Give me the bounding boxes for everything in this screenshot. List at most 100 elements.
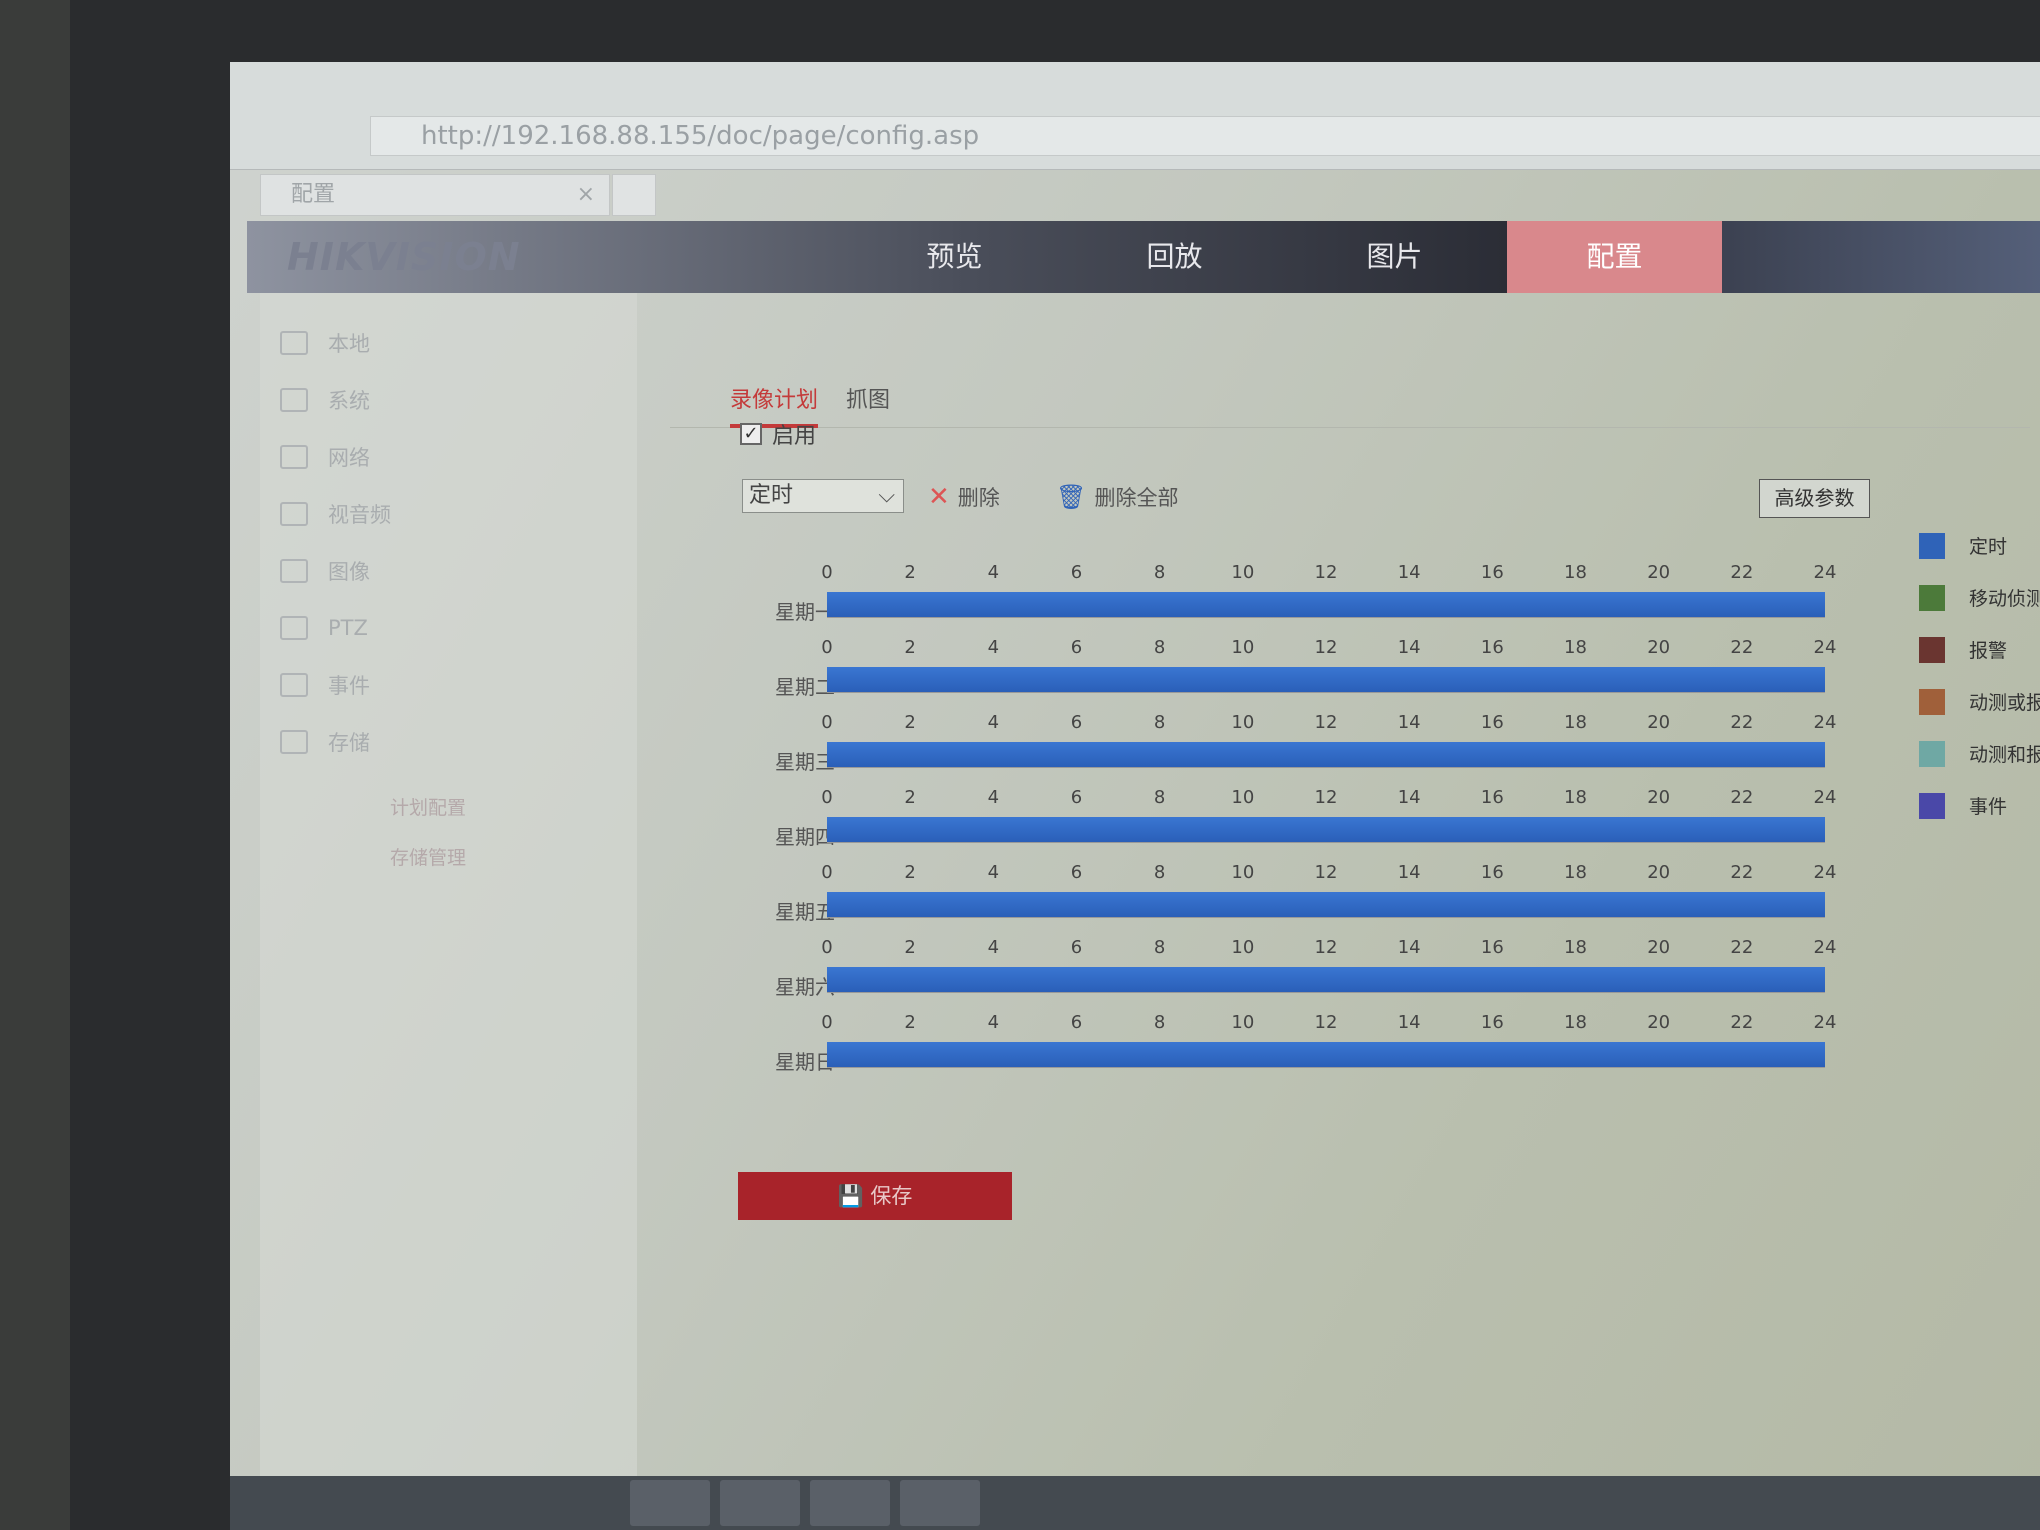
hour-axis: 0 2 4 6 8 10 12 14 16 18 20 22 24 <box>821 712 1836 738</box>
schedule-segment[interactable] <box>827 892 1825 917</box>
sidebar-item[interactable]: 视音频 <box>280 494 391 534</box>
delete-button[interactable]: ✕ 删除 <box>928 482 1000 512</box>
legend-swatch <box>1919 636 1945 663</box>
browser-tab[interactable]: 配置 × <box>260 174 610 216</box>
hour-tick: 16 <box>1480 562 1504 583</box>
menu-icon <box>280 388 308 412</box>
sidebar-item-label: 事件 <box>328 674 370 698</box>
hour-tick: 10 <box>1231 562 1255 583</box>
hour-axis: 0 2 4 6 8 10 12 14 16 18 20 22 24 <box>821 862 1836 888</box>
hour-tick: 14 <box>1397 712 1421 733</box>
hour-tick: 16 <box>1480 862 1504 883</box>
menu-icon <box>280 730 308 754</box>
tab-record-schedule[interactable]: 录像计划 <box>730 382 819 428</box>
nav-playback[interactable]: 回放 <box>1146 240 1203 273</box>
hour-tick: 6 <box>1070 562 1083 583</box>
hour-tick: 16 <box>1480 937 1504 958</box>
enable-checkbox[interactable]: ✓ 启用 <box>740 418 816 450</box>
schedule-bar[interactable] <box>827 667 1825 693</box>
screen: http://192.168.88.155/doc/page/config.as… <box>230 62 2040 1530</box>
day-label: 星期五 <box>775 900 835 924</box>
hour-tick: 16 <box>1480 1012 1504 1033</box>
delete-all-button[interactable]: 🗑 删除全部 <box>1056 482 1178 512</box>
save-label: 保存 <box>870 1184 913 1208</box>
logo: HIKVISION <box>287 235 521 279</box>
schedule-segment[interactable] <box>827 742 1825 767</box>
taskbar-app[interactable] <box>720 1480 800 1526</box>
hour-tick: 14 <box>1397 1012 1421 1033</box>
schedule-segment[interactable] <box>827 967 1825 992</box>
schedule-bar[interactable] <box>827 817 1825 843</box>
hour-tick: 4 <box>987 862 1000 883</box>
menu-icon <box>280 559 308 583</box>
menu-icon <box>280 616 308 640</box>
schedule-segment[interactable] <box>827 817 1825 842</box>
nav-picture[interactable]: 图片 <box>1366 240 1423 273</box>
chevron-down-icon: ⌵ <box>878 483 895 508</box>
schedule-segment[interactable] <box>827 592 1825 617</box>
hour-tick: 6 <box>1070 1012 1083 1033</box>
schedule-row: 星期一 0 2 4 6 8 10 12 14 16 18 20 22 24 <box>760 562 1836 637</box>
hour-tick: 14 <box>1397 862 1421 883</box>
sidebar-subitem[interactable]: 存储管理 <box>390 847 467 869</box>
day-label: 星期二 <box>775 675 835 699</box>
sidebar-item[interactable]: PTZ <box>280 608 368 648</box>
sidebar-item[interactable]: 图像 <box>280 551 370 591</box>
schedule-segment[interactable] <box>827 1042 1825 1067</box>
hour-tick: 4 <box>987 1012 1000 1033</box>
hour-tick: 20 <box>1647 1012 1671 1033</box>
hour-tick: 6 <box>1070 862 1083 883</box>
sidebar-subitem[interactable]: 计划配置 <box>390 797 467 819</box>
hour-tick: 24 <box>1813 637 1837 658</box>
schedule-bar[interactable] <box>827 592 1825 618</box>
hour-tick: 0 <box>821 1012 833 1033</box>
legend-item: 动测和报警 <box>1919 740 2040 767</box>
hour-tick: 18 <box>1564 862 1587 883</box>
hour-tick: 8 <box>1153 787 1166 808</box>
new-tab-button[interactable] <box>612 174 656 216</box>
checkbox-checked-icon[interactable]: ✓ <box>740 423 762 445</box>
nav-preview[interactable]: 预览 <box>926 240 983 273</box>
tab-capture[interactable]: 抓图 <box>846 388 891 413</box>
hour-tick: 20 <box>1647 862 1671 883</box>
hour-tick: 4 <box>987 937 1000 958</box>
sidebar: 本地系统网络视音频图像 PTZ 事件存储计划配置存储管理 <box>260 293 637 1493</box>
hour-tick: 16 <box>1480 787 1504 808</box>
taskbar-app[interactable] <box>630 1480 710 1526</box>
hour-tick: 16 <box>1480 712 1504 733</box>
taskbar-app[interactable] <box>810 1480 890 1526</box>
day-label: 星期三 <box>775 750 835 774</box>
nav-configuration[interactable]: 配置 <box>1507 221 1722 293</box>
sidebar-item[interactable]: 本地 <box>280 323 370 363</box>
hour-tick: 24 <box>1813 862 1837 883</box>
hour-tick: 14 <box>1397 937 1421 958</box>
sidebar-item-label: 图像 <box>328 560 370 584</box>
legend-label: 移动侦测 <box>1969 588 2040 610</box>
menu-icon <box>280 331 308 355</box>
record-type-select[interactable]: 定时 ⌵ <box>742 479 904 513</box>
hour-tick: 10 <box>1231 1012 1255 1033</box>
url-input[interactable]: http://192.168.88.155/doc/page/config.as… <box>370 116 2040 156</box>
hour-tick: 14 <box>1397 787 1421 808</box>
close-tab-icon[interactable]: × <box>576 182 595 207</box>
hour-tick: 6 <box>1070 937 1083 958</box>
save-button[interactable]: 💾 保存 <box>738 1172 1012 1220</box>
tab-title: 配置 <box>291 182 336 207</box>
legend-label: 动测和报警 <box>1969 744 2040 766</box>
save-icon: 💾 <box>837 1184 871 1208</box>
schedule-bar[interactable] <box>827 967 1825 993</box>
taskbar-app[interactable] <box>900 1480 980 1526</box>
schedule-bar[interactable] <box>827 892 1825 918</box>
sidebar-item[interactable]: 存储 <box>280 722 370 762</box>
sidebar-item[interactable]: 事件 <box>280 665 370 705</box>
hour-tick: 22 <box>1730 712 1754 733</box>
sidebar-item[interactable]: 系统 <box>280 380 370 420</box>
schedule-bar[interactable] <box>827 742 1825 768</box>
schedule-row: 星期五 0 2 4 6 8 10 12 14 16 18 20 22 24 <box>760 862 1836 937</box>
day-label: 星期六 <box>775 975 835 999</box>
schedule-segment[interactable] <box>827 667 1825 692</box>
hour-tick: 4 <box>987 787 1000 808</box>
advanced-params-button[interactable]: 高级参数 <box>1759 479 1870 518</box>
schedule-bar[interactable] <box>827 1042 1825 1068</box>
sidebar-item[interactable]: 网络 <box>280 437 370 477</box>
